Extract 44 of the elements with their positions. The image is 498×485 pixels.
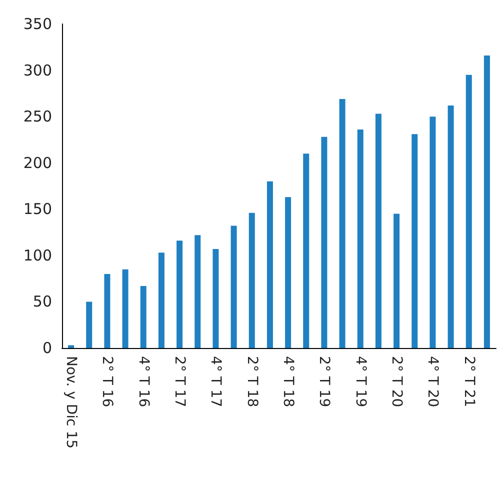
x-tick-label: 2° T 21 xyxy=(460,356,477,408)
x-tick-label: 2° T 19 xyxy=(316,356,332,408)
bar xyxy=(285,197,292,348)
y-tick-label: 200 xyxy=(23,154,52,172)
x-tick-label: 4° T 16 xyxy=(135,356,152,408)
y-tick-label: 300 xyxy=(23,61,52,80)
x-tick-label: 4° T 19 xyxy=(352,356,368,408)
x-tick-label: 2° T 16 xyxy=(99,356,116,408)
bar xyxy=(466,74,472,348)
bar xyxy=(158,252,164,348)
bar xyxy=(266,181,273,348)
x-tick-label: 4° T 17 xyxy=(208,356,224,408)
bar xyxy=(248,212,255,348)
bar xyxy=(194,235,201,348)
bar xyxy=(394,214,400,348)
bar xyxy=(357,130,364,348)
y-tick-label: 150 xyxy=(23,200,52,218)
x-tick-label: Nov. y Dic 15 xyxy=(63,356,80,449)
bar xyxy=(430,116,436,348)
bar xyxy=(412,134,418,348)
bar xyxy=(212,248,219,348)
bar xyxy=(303,154,310,348)
x-tick-label: 2° T 17 xyxy=(172,356,188,408)
x-tick-label: 4° T 18 xyxy=(280,356,296,408)
bar xyxy=(230,226,237,348)
x-tick-label: 4° T 20 xyxy=(424,356,441,408)
bar xyxy=(122,269,128,348)
bar xyxy=(339,98,346,348)
bar xyxy=(484,55,490,348)
y-tick-label: 250 xyxy=(23,108,52,126)
y-tick-label: 350 xyxy=(23,15,52,33)
y-tick-label: 100 xyxy=(23,246,52,264)
bar xyxy=(375,114,382,348)
bar xyxy=(176,240,183,348)
bar xyxy=(321,136,328,348)
x-tick-label: 2° T 20 xyxy=(388,356,405,408)
bar xyxy=(86,302,92,348)
bar xyxy=(104,274,110,348)
bar xyxy=(448,105,454,348)
bar xyxy=(140,286,146,348)
x-tick-label: 2° T 18 xyxy=(244,356,260,408)
y-tick-label: 0 xyxy=(42,339,52,357)
bar xyxy=(68,345,74,348)
y-tick-label: 50 xyxy=(32,292,52,311)
